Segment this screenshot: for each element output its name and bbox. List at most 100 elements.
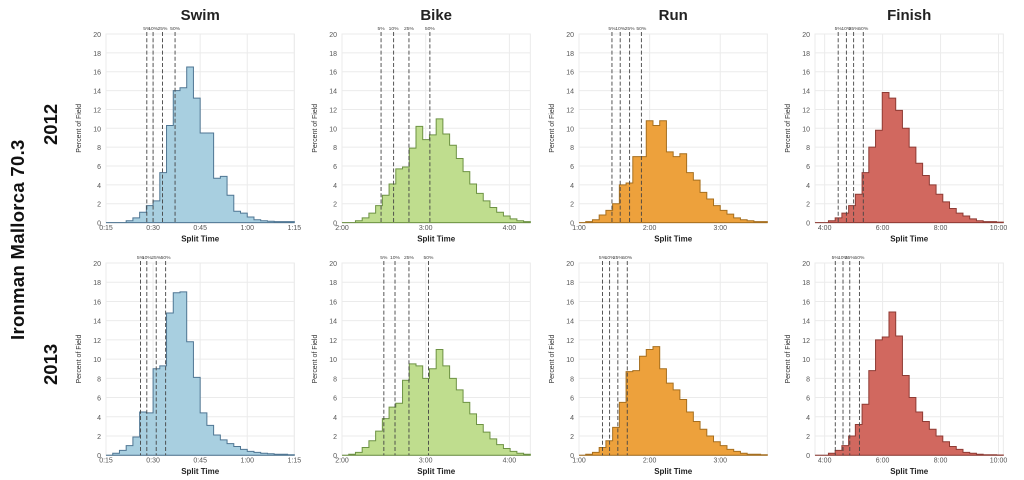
svg-text:14: 14	[802, 89, 810, 96]
svg-text:10%: 10%	[390, 255, 401, 261]
svg-text:Percent of Field: Percent of Field	[76, 335, 83, 384]
svg-text:2:00: 2:00	[643, 457, 657, 464]
svg-text:10: 10	[566, 357, 574, 364]
svg-text:14: 14	[330, 319, 338, 326]
svg-text:Split Time: Split Time	[654, 467, 693, 476]
svg-text:50%: 50%	[622, 255, 633, 261]
svg-text:1:15: 1:15	[288, 225, 302, 232]
svg-text:5%: 5%	[381, 255, 389, 261]
svg-text:14: 14	[566, 319, 574, 326]
svg-text:8: 8	[570, 376, 574, 383]
svg-text:8: 8	[97, 145, 101, 152]
svg-text:12: 12	[802, 338, 810, 345]
svg-text:3:00: 3:00	[713, 225, 727, 232]
svg-text:18: 18	[330, 280, 338, 287]
svg-text:18: 18	[93, 51, 101, 58]
svg-text:12: 12	[330, 107, 338, 114]
svg-text:0:15: 0:15	[99, 457, 113, 464]
svg-text:Bike: Bike	[421, 7, 453, 24]
svg-text:4: 4	[570, 415, 574, 422]
svg-text:25%: 25%	[624, 26, 635, 32]
svg-text:6:00: 6:00	[876, 225, 890, 232]
svg-text:50%: 50%	[858, 26, 869, 32]
svg-text:18: 18	[566, 280, 574, 287]
svg-text:14: 14	[93, 89, 101, 96]
svg-text:2: 2	[806, 434, 810, 441]
svg-text:25%: 25%	[404, 26, 415, 32]
svg-text:1:00: 1:00	[572, 225, 586, 232]
svg-text:1:00: 1:00	[572, 457, 586, 464]
svg-text:3:00: 3:00	[419, 225, 433, 232]
svg-text:18: 18	[330, 51, 338, 58]
svg-text:10: 10	[93, 357, 101, 364]
svg-text:2:00: 2:00	[643, 225, 657, 232]
svg-text:1:15: 1:15	[288, 457, 302, 464]
svg-text:18: 18	[802, 51, 810, 58]
svg-text:10: 10	[330, 357, 338, 364]
svg-text:18: 18	[566, 51, 574, 58]
svg-text:3:00: 3:00	[419, 457, 433, 464]
svg-text:4: 4	[97, 183, 101, 190]
svg-text:Split Time: Split Time	[181, 467, 220, 476]
svg-text:8: 8	[97, 376, 101, 383]
svg-text:Swim: Swim	[181, 7, 220, 24]
svg-text:20: 20	[93, 261, 101, 268]
svg-text:6: 6	[570, 396, 574, 403]
svg-text:10:00: 10:00	[990, 457, 1008, 464]
svg-text:50%: 50%	[425, 26, 436, 32]
svg-text:16: 16	[566, 299, 574, 306]
svg-text:2:00: 2:00	[335, 457, 349, 464]
svg-text:20: 20	[802, 32, 810, 39]
svg-text:6: 6	[806, 164, 810, 171]
svg-text:0:45: 0:45	[193, 225, 207, 232]
svg-text:20: 20	[566, 32, 574, 39]
svg-text:2: 2	[570, 434, 574, 441]
svg-text:Percent of Field: Percent of Field	[549, 335, 556, 384]
svg-text:50%: 50%	[424, 255, 435, 261]
svg-text:16: 16	[566, 70, 574, 77]
svg-text:50%: 50%	[854, 255, 865, 261]
svg-text:10: 10	[93, 126, 101, 133]
svg-text:16: 16	[330, 299, 338, 306]
svg-text:Finish: Finish	[887, 7, 931, 24]
svg-text:2: 2	[97, 434, 101, 441]
svg-text:16: 16	[802, 70, 810, 77]
svg-text:1:00: 1:00	[240, 457, 254, 464]
svg-text:10: 10	[566, 126, 574, 133]
svg-text:Percent of Field: Percent of Field	[312, 335, 319, 384]
svg-text:8:00: 8:00	[934, 457, 948, 464]
svg-text:6: 6	[97, 396, 101, 403]
svg-text:8: 8	[570, 145, 574, 152]
svg-text:Percent of Field: Percent of Field	[549, 104, 556, 153]
svg-text:14: 14	[566, 89, 574, 96]
svg-text:12: 12	[330, 338, 338, 345]
svg-text:Percent of Field: Percent of Field	[785, 104, 792, 153]
svg-text:Percent of Field: Percent of Field	[312, 104, 319, 153]
svg-text:16: 16	[330, 70, 338, 77]
svg-text:4: 4	[806, 415, 810, 422]
svg-text:10: 10	[802, 126, 810, 133]
svg-text:8: 8	[333, 145, 337, 152]
svg-text:2:00: 2:00	[335, 225, 349, 232]
svg-text:16: 16	[93, 299, 101, 306]
svg-text:0:45: 0:45	[193, 457, 207, 464]
svg-text:12: 12	[566, 107, 574, 114]
svg-text:Split Time: Split Time	[181, 234, 220, 243]
svg-text:4:00: 4:00	[503, 457, 517, 464]
svg-text:0:30: 0:30	[146, 225, 160, 232]
svg-text:0:15: 0:15	[99, 225, 113, 232]
svg-text:8: 8	[806, 145, 810, 152]
svg-text:6: 6	[333, 396, 337, 403]
svg-text:20: 20	[330, 32, 338, 39]
svg-text:20: 20	[566, 261, 574, 268]
svg-text:5%: 5%	[378, 26, 386, 32]
svg-text:14: 14	[93, 319, 101, 326]
svg-text:10%: 10%	[389, 26, 400, 32]
svg-text:0: 0	[806, 221, 810, 228]
svg-text:6: 6	[570, 164, 574, 171]
svg-text:0:30: 0:30	[146, 457, 160, 464]
svg-text:20: 20	[802, 261, 810, 268]
svg-text:18: 18	[802, 280, 810, 287]
svg-text:4:00: 4:00	[818, 225, 832, 232]
svg-text:2: 2	[97, 202, 101, 209]
